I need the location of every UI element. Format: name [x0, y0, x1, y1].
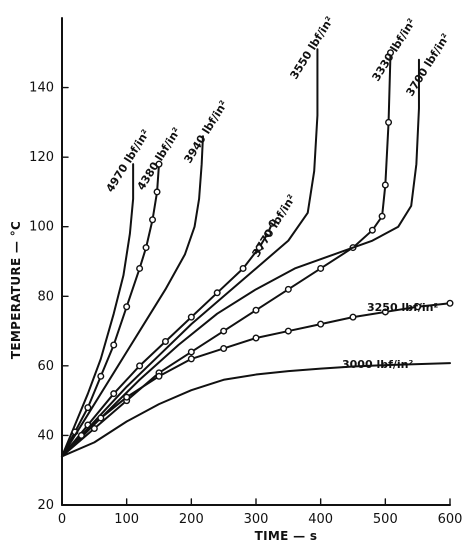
data-point	[97, 414, 105, 422]
data-point	[317, 320, 325, 328]
series-group	[61, 48, 319, 458]
data-point	[378, 212, 386, 220]
x-tick-label: 200	[179, 512, 204, 527]
series-group	[61, 160, 163, 458]
series-line	[61, 362, 451, 458]
y-tick-label: 120	[29, 150, 54, 165]
data-point	[153, 188, 161, 196]
data-point	[84, 404, 92, 412]
data-point	[255, 244, 263, 252]
x-tick-label: 0	[58, 512, 66, 527]
series-line	[61, 58, 420, 458]
data-point	[187, 313, 195, 321]
x-tick-label: 300	[244, 512, 269, 527]
data-point	[239, 264, 247, 272]
data-point	[220, 327, 228, 335]
data-point	[284, 327, 292, 335]
data-point	[387, 49, 395, 57]
data-point	[123, 303, 131, 311]
series-label: 3940 lbf/in²	[182, 98, 231, 166]
data-point	[149, 216, 157, 224]
series-line	[61, 48, 319, 458]
data-point	[136, 264, 144, 272]
series-line	[61, 302, 451, 458]
series-line	[61, 135, 204, 458]
x-tick-label: 500	[373, 512, 398, 527]
data-point	[110, 390, 118, 398]
data-point	[155, 160, 163, 168]
data-point	[142, 244, 150, 252]
y-axis-title: TEMPERATURE — °C	[9, 221, 23, 359]
y-tick-label: 100	[29, 220, 54, 235]
data-point	[385, 118, 393, 126]
x-tick-label: 400	[308, 512, 333, 527]
series-line	[61, 163, 135, 458]
data-point	[252, 334, 260, 342]
data-point	[317, 264, 325, 272]
data-point	[213, 289, 221, 297]
x-tick-label: 600	[438, 512, 463, 527]
data-point	[187, 348, 195, 356]
series-label: 3550 lbf/in²	[288, 14, 337, 82]
data-point	[220, 344, 228, 352]
series-group	[61, 163, 135, 458]
x-axis-title: TIME — s	[255, 529, 318, 543]
data-point	[77, 431, 85, 439]
data-point	[123, 393, 131, 401]
y-tick-label: 140	[29, 81, 54, 96]
series-group	[61, 219, 276, 458]
data-point	[187, 355, 195, 363]
data-point	[155, 372, 163, 380]
series-layer	[61, 48, 454, 458]
data-point	[349, 313, 357, 321]
series-label: 3250 lbf/in²	[367, 301, 438, 314]
data-point	[136, 362, 144, 370]
y-tick-label: 80	[37, 289, 54, 304]
series-label: 3330 lbf/in²	[370, 16, 419, 84]
data-point	[252, 306, 260, 314]
series-label: 3000 lbf/in²	[342, 358, 413, 371]
data-point	[161, 338, 169, 346]
data-point	[381, 308, 389, 316]
data-point	[284, 285, 292, 293]
x-tick-label: 100	[114, 512, 139, 527]
axes-layer: 0 100 200 300 400 500 600 20 40 60 80 100 120 140 TIME…	[9, 17, 463, 543]
series-group	[61, 58, 420, 458]
series-group	[61, 299, 454, 458]
data-point	[381, 181, 389, 189]
data-point	[110, 341, 118, 349]
y-tick-label: 20	[37, 498, 54, 513]
series-group	[61, 362, 451, 458]
data-point	[446, 299, 454, 307]
series-group	[61, 135, 204, 458]
data-point	[414, 303, 422, 311]
series-label: 3700 lbf/in²	[404, 31, 453, 99]
y-tick-label: 40	[37, 428, 54, 443]
data-point	[268, 219, 276, 227]
data-point	[97, 372, 105, 380]
data-point	[368, 226, 376, 234]
data-point	[264, 230, 272, 238]
series-label: 3770 lbf/in²	[250, 192, 299, 260]
y-tick-label: 60	[37, 359, 54, 374]
